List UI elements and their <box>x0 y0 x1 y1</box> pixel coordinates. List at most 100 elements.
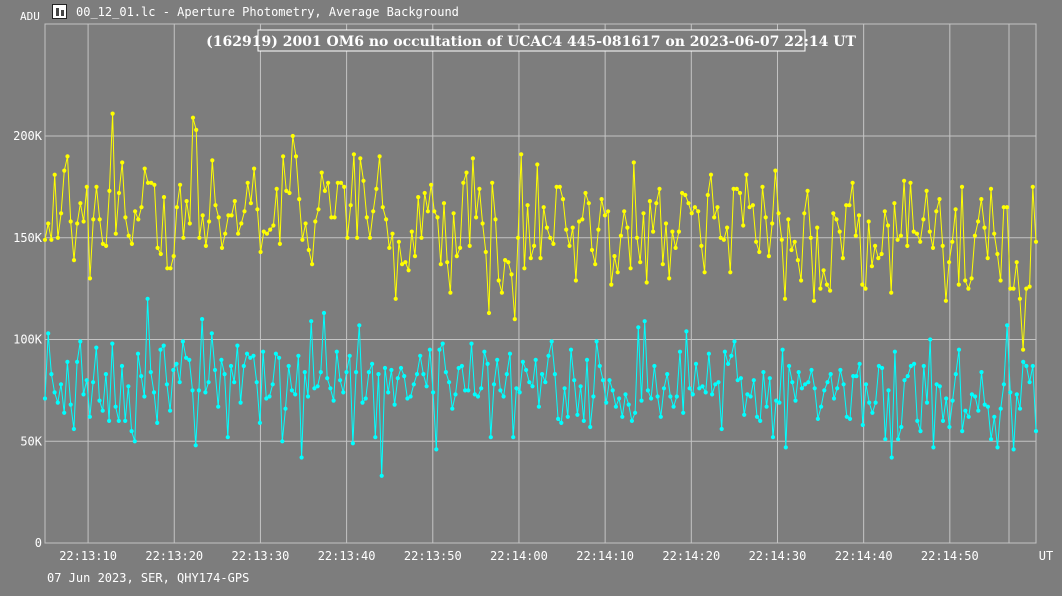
y-tick-label: 0 <box>35 536 42 550</box>
data-point <box>779 237 784 242</box>
data-point <box>107 188 112 193</box>
data-point <box>805 188 810 193</box>
data-point <box>493 217 498 222</box>
data-point <box>928 337 933 342</box>
data-point <box>464 170 469 175</box>
data-point <box>46 331 51 336</box>
data-point <box>742 412 747 417</box>
data-point <box>628 266 633 271</box>
data-point <box>81 392 86 397</box>
data-point <box>960 429 965 434</box>
data-point <box>754 239 759 244</box>
data-point <box>525 203 530 208</box>
data-point <box>612 254 617 259</box>
data-point <box>326 180 331 185</box>
data-point <box>187 357 192 362</box>
data-point <box>873 243 878 248</box>
data-point <box>734 186 739 191</box>
data-point <box>847 203 852 208</box>
data-point <box>989 437 994 442</box>
data-point <box>371 209 376 214</box>
data-point <box>892 201 897 206</box>
data-point <box>844 414 849 419</box>
data-point <box>520 359 526 364</box>
data-point <box>100 241 105 246</box>
data-point <box>770 435 776 440</box>
data-point <box>684 329 689 334</box>
data-point <box>937 197 942 202</box>
data-point <box>687 386 692 391</box>
data-point <box>466 388 471 393</box>
data-point <box>940 418 946 423</box>
data-point <box>171 367 176 373</box>
data-point <box>815 416 821 421</box>
app-icon[interactable] <box>52 4 67 19</box>
data-point <box>437 347 442 352</box>
data-point <box>46 221 51 226</box>
data-point <box>148 370 153 375</box>
data-point <box>248 355 253 360</box>
title-bar: 00_12_01.lc - Aperture Photometry, Avera… <box>0 0 1062 24</box>
data-point <box>1001 205 1006 210</box>
data-point <box>908 180 913 185</box>
data-point <box>232 199 237 204</box>
data-point <box>200 213 205 218</box>
data-point <box>677 349 683 354</box>
data-point <box>985 404 991 409</box>
data-point <box>668 394 673 399</box>
data-point <box>631 160 636 165</box>
data-point <box>806 380 811 385</box>
data-point <box>681 410 686 415</box>
data-point <box>591 394 596 399</box>
data-point <box>902 378 907 383</box>
data-point <box>71 258 77 263</box>
data-point <box>895 237 900 242</box>
data-point <box>91 380 96 385</box>
data-point <box>652 363 657 369</box>
data-point <box>825 380 830 385</box>
data-point <box>870 410 875 415</box>
data-point <box>976 408 981 413</box>
data-point <box>586 201 591 206</box>
data-point <box>979 370 984 375</box>
data-point <box>998 278 1003 283</box>
data-point <box>972 233 978 238</box>
data-point <box>319 170 324 175</box>
data-point <box>869 264 875 269</box>
data-point <box>335 180 340 185</box>
data-point <box>1008 286 1013 291</box>
data-point <box>689 211 694 216</box>
data-point <box>641 211 646 216</box>
data-point <box>309 319 314 324</box>
data-point <box>992 231 997 236</box>
data-point <box>499 290 504 295</box>
data-point <box>87 414 92 419</box>
data-point <box>966 286 971 291</box>
data-point <box>357 323 362 328</box>
data-point <box>206 380 211 385</box>
data-point <box>384 217 389 222</box>
data-point <box>944 396 949 401</box>
data-point <box>764 404 769 409</box>
data-point <box>432 209 437 214</box>
data-point <box>615 270 620 275</box>
data-point <box>683 192 688 198</box>
data-point <box>799 386 805 391</box>
data-point <box>235 343 240 348</box>
data-point <box>673 245 678 250</box>
data-point <box>982 402 987 407</box>
data-point <box>255 207 260 212</box>
data-point <box>528 256 533 261</box>
data-point <box>244 351 250 356</box>
data-point <box>617 396 622 401</box>
data-point <box>1014 260 1019 265</box>
data-point <box>87 276 93 281</box>
data-point <box>161 195 167 200</box>
data-point <box>866 219 871 224</box>
data-point <box>364 215 369 220</box>
data-point <box>560 197 566 202</box>
data-point <box>564 227 569 232</box>
data-point <box>222 372 227 377</box>
data-point <box>370 361 375 366</box>
data-point <box>155 420 160 425</box>
